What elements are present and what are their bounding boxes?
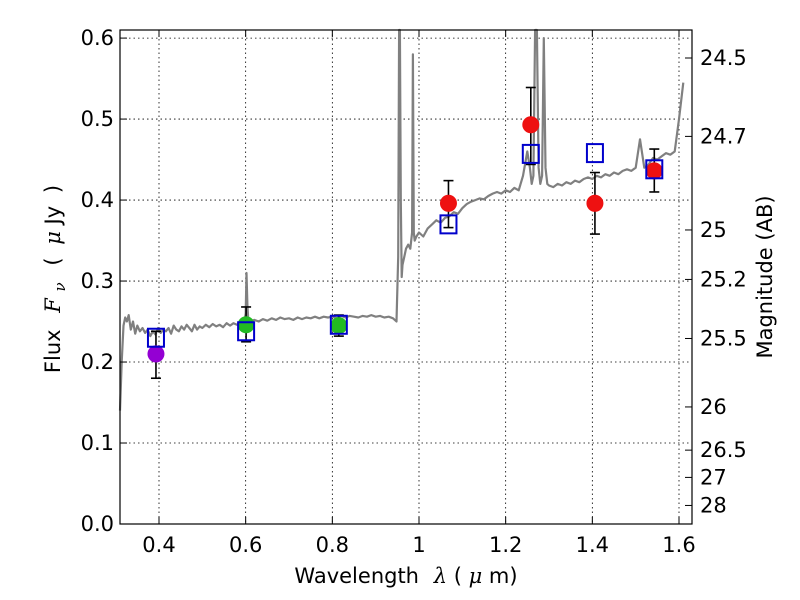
photometry-point-4 <box>522 116 540 134</box>
plot-frame <box>119 29 693 525</box>
y-axis-label-units-mu: μ <box>41 231 65 245</box>
magnitude-tick-label-4: 25.5 <box>700 326 747 350</box>
magnitude-tick-label-0: 24.5 <box>700 46 747 70</box>
magnitude-tick-label-1: 24.7 <box>700 124 747 148</box>
error-bars <box>150 86 660 380</box>
model-spectrum <box>118 28 685 411</box>
model-photometry-square-4 <box>521 143 540 164</box>
model-spectrum-line <box>118 28 685 411</box>
y-axis-label-symbol: F <box>41 297 65 314</box>
magnitude-axis-label: Magnitude (AB) <box>753 195 777 358</box>
x-tick-label-2: 0.8 <box>316 533 349 557</box>
x-axis-label: Wavelength λ ( μ m) <box>294 564 517 588</box>
x-tick-label-4: 1.2 <box>489 533 522 557</box>
model-photometry-square-5 <box>585 143 604 164</box>
model-photometry-square-1 <box>237 321 256 342</box>
y-axis-label-units-rest: Jy <box>41 206 65 227</box>
photometry-point-6 <box>645 162 663 180</box>
y-tick-label-2: 0.2 <box>81 350 114 374</box>
x-axis-label-units-rest: m) <box>489 564 518 588</box>
photometry-points <box>147 116 663 363</box>
y-axis-label: Flux F ν ( μ Jy ) <box>41 185 70 373</box>
x-tick-label-6: 1.6 <box>662 533 695 557</box>
y-tick-label-3: 0.3 <box>81 269 114 293</box>
x-axis-label-symbol: λ <box>433 564 447 588</box>
model-photometry-square-3 <box>439 214 458 235</box>
x-tick-label-3: 1 <box>412 533 425 557</box>
y-axis-label-units-open: ( <box>41 257 65 265</box>
grid-lines <box>120 30 692 525</box>
x-tick-label-5: 1.4 <box>576 533 609 557</box>
axis-ticks: 0.4 0.6 0.8 1 1.2 1.4 1.6 0.0 0.1 0.2 0.3 0.4 0.5 0.6… <box>81 26 747 557</box>
y-tick-label-0: 0.0 <box>81 512 114 536</box>
x-axis-label-units-open: ( <box>454 564 462 588</box>
model-photometry-square-0 <box>146 327 165 348</box>
x-tick-label-0: 0.4 <box>142 533 175 557</box>
photometry-point-3 <box>439 194 457 212</box>
photometry-point-0 <box>147 345 165 363</box>
y-axis-label-units-close: ) <box>41 185 65 193</box>
x-axis-label-prefix: Wavelength <box>294 564 419 588</box>
magnitude-tick-label-8: 28 <box>700 493 727 517</box>
magnitude-tick-label-5: 26 <box>700 395 727 419</box>
magnitude-tick-label-3: 25.2 <box>700 267 747 291</box>
y-tick-label-1: 0.1 <box>81 431 114 455</box>
magnitude-tick-label-6: 26.5 <box>700 438 747 462</box>
magnitude-tick-label-7: 27 <box>700 465 727 489</box>
y-axis-label-prefix: Flux <box>41 329 65 373</box>
x-axis-label-units-mu: μ <box>469 564 483 588</box>
photometry-point-1 <box>237 316 255 334</box>
model-photometry-square-2 <box>329 314 348 335</box>
photometry-point-2 <box>330 317 348 335</box>
y-tick-label-6: 0.6 <box>81 26 114 50</box>
y-tick-label-5: 0.5 <box>81 107 114 131</box>
model-photometry-squares <box>146 143 664 348</box>
y-tick-label-4: 0.4 <box>81 188 114 212</box>
x-tick-label-1: 0.6 <box>229 533 262 557</box>
magnitude-tick-label-2: 25 <box>700 218 727 242</box>
model-photometry-square-6 <box>645 159 664 180</box>
y-axis-label-subscript: ν <box>51 282 69 291</box>
photometry-point-5 <box>586 194 604 212</box>
